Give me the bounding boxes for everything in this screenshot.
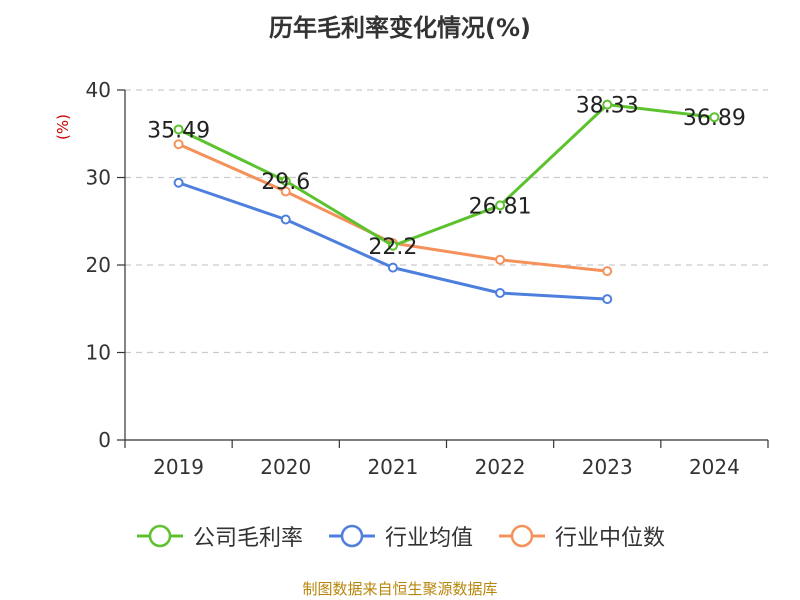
data-point	[602, 294, 613, 305]
data-labels: 35.49 29.6 22.2 26.81 38.33 36.89	[147, 94, 746, 260]
x-tick-label: 2019	[153, 455, 204, 479]
legend-label: 行业中位数	[555, 526, 666, 551]
data-point	[387, 240, 398, 251]
data-point	[173, 177, 184, 188]
legend-marker	[499, 524, 545, 548]
y-tick-label: 20	[86, 253, 111, 277]
legend: 公司毛利率 行业均值 行业中位数	[0, 520, 800, 552]
data-label: 29.6	[261, 170, 310, 195]
legend-marker	[328, 524, 375, 548]
data-point	[602, 266, 613, 277]
x-tick-label: 2024	[689, 455, 740, 479]
legend-item-0[interactable]: 公司毛利率	[135, 520, 303, 552]
legend-label: 公司毛利率	[192, 526, 303, 551]
data-point	[495, 200, 506, 211]
chart-title: 历年毛利率变化情况(%)	[269, 14, 531, 42]
axes: 0 10 20 30 40 2019 2020 2021 2022 2023 2024	[86, 78, 769, 479]
legend-marker	[136, 524, 183, 548]
x-tick-label: 2021	[367, 455, 418, 479]
data-label: 26.81	[469, 194, 532, 219]
data-label: 22.2	[368, 235, 417, 260]
y-tick-label: 0	[98, 428, 111, 452]
data-label: 36.89	[683, 106, 746, 131]
data-point	[280, 176, 291, 186]
source-note: 制图数据来自恒生聚源数据库	[302, 580, 498, 598]
data-point	[709, 112, 720, 123]
x-tick-label: 2020	[260, 455, 311, 479]
legend-item-2[interactable]: 行业中位数	[497, 520, 665, 552]
series	[173, 99, 720, 305]
data-point	[280, 214, 291, 225]
legend-label: 行业均值	[384, 526, 473, 551]
y-tick-label: 10	[86, 341, 111, 365]
data-point	[280, 186, 291, 197]
data-point	[602, 99, 613, 110]
y-tick-label: 40	[86, 78, 111, 102]
y-axis-label: (%)	[54, 114, 72, 140]
legend-item-1[interactable]: 行业均值	[327, 520, 473, 552]
y-tick-label: 30	[86, 166, 111, 190]
data-label: 35.49	[147, 118, 210, 143]
series-line-0	[177, 103, 715, 248]
data-point	[495, 288, 506, 298]
x-tick-label: 2022	[475, 455, 526, 479]
data-point	[495, 254, 506, 265]
data-label: 38.33	[576, 94, 639, 119]
x-tick-label: 2023	[582, 455, 633, 479]
grid-lines	[125, 89, 768, 354]
data-point	[173, 139, 184, 150]
data-point	[387, 262, 398, 273]
data-point	[173, 124, 184, 135]
